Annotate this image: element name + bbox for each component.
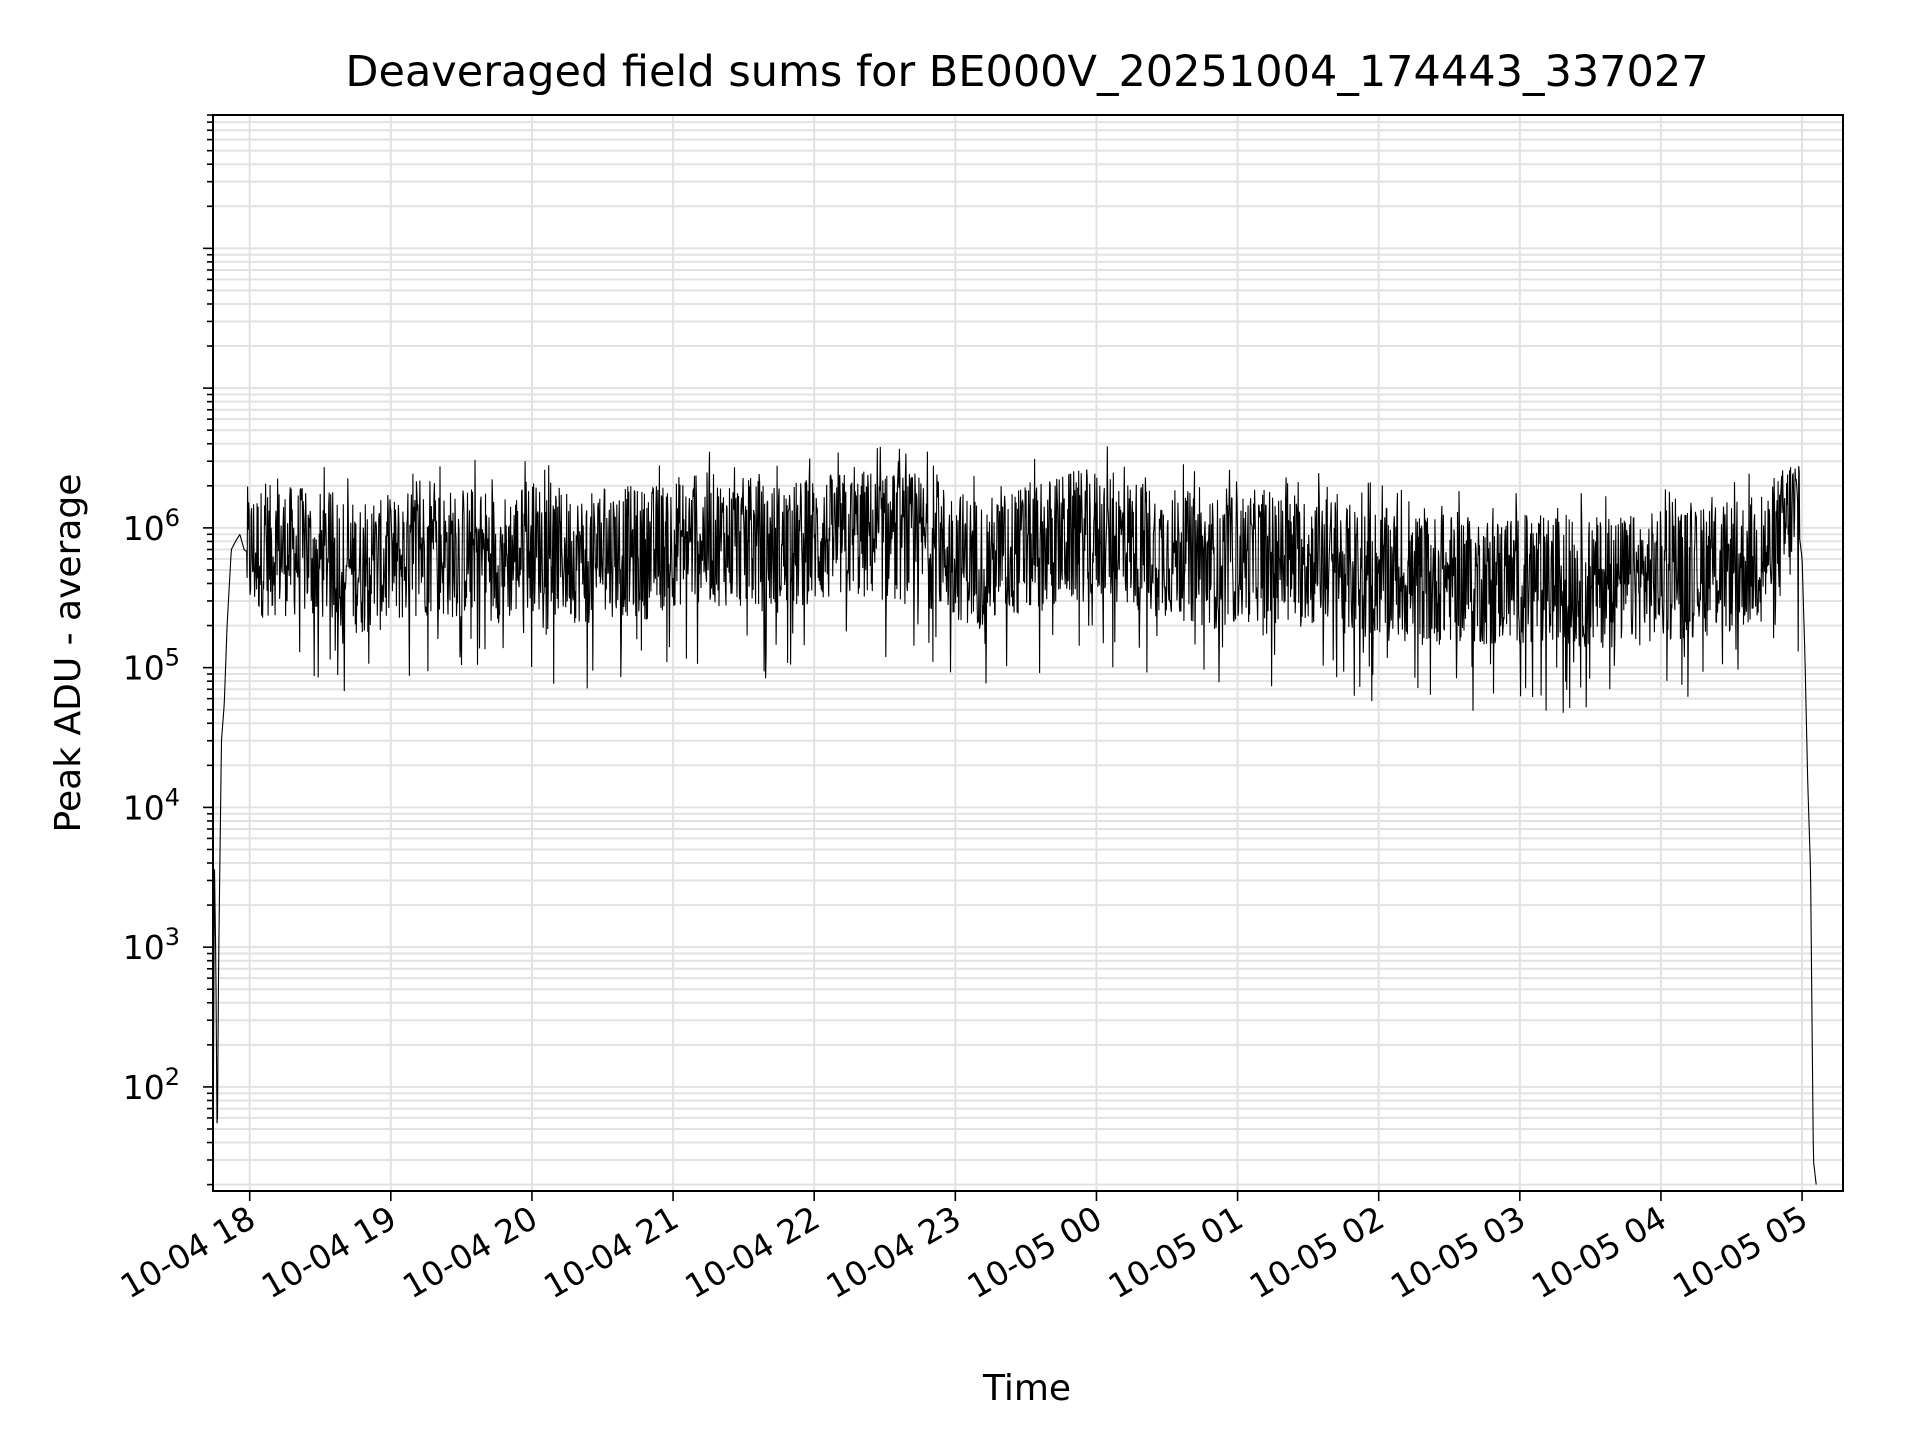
plot-frame bbox=[212, 114, 1844, 1192]
series-group bbox=[212, 446, 1817, 1185]
y-tick-base: 10 bbox=[123, 1068, 165, 1107]
y-tick-exponent: 3 bbox=[165, 923, 180, 951]
y-tick-base: 10 bbox=[123, 928, 165, 967]
chart-title: Deaveraged field sums for BE000V_2025100… bbox=[345, 47, 1708, 97]
y-axis-label: Peak ADU - average bbox=[48, 474, 89, 833]
y-tick-label: 102 bbox=[123, 1063, 180, 1107]
y-tick-label: 105 bbox=[123, 644, 180, 688]
y-tick-base: 10 bbox=[123, 788, 165, 827]
y-tick-label: 106 bbox=[123, 504, 180, 548]
y-tick-exponent: 5 bbox=[165, 644, 180, 672]
y-tick-exponent: 6 bbox=[165, 504, 180, 532]
y-tick-label: 103 bbox=[123, 923, 180, 967]
y-tick-base: 10 bbox=[123, 509, 165, 548]
series-line bbox=[212, 446, 1817, 1185]
y-tick-exponent: 4 bbox=[165, 783, 180, 811]
y-tick-label: 104 bbox=[123, 783, 180, 827]
x-axis-label: Time bbox=[982, 1368, 1071, 1409]
y-tick-exponent: 2 bbox=[165, 1063, 180, 1091]
y-tick-base: 10 bbox=[123, 649, 165, 688]
